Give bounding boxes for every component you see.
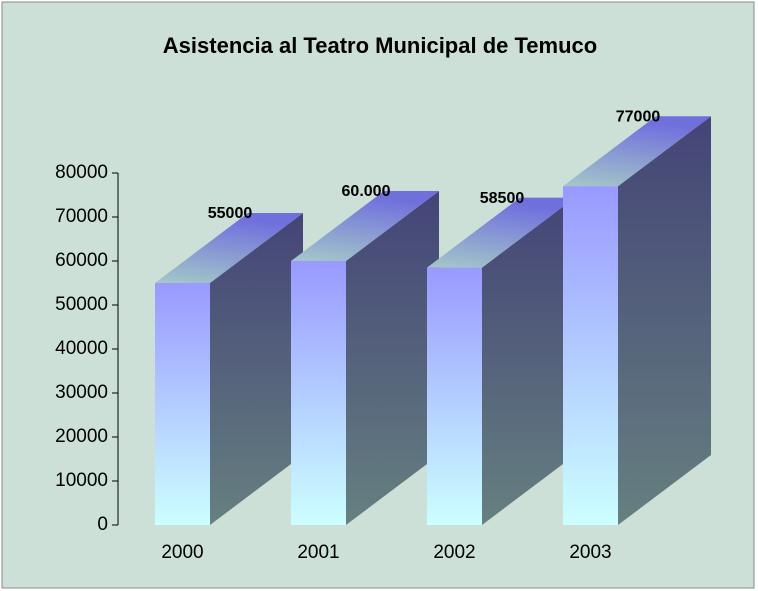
y-tick-label: 10000 — [55, 470, 108, 491]
data-label: 55000 — [208, 205, 253, 222]
bar-side — [482, 197, 575, 525]
y-tick-label: 20000 — [55, 426, 108, 447]
x-tick-label: 2001 — [297, 542, 339, 563]
bar-front — [291, 261, 346, 525]
x-tick-label: 2003 — [569, 542, 611, 563]
x-tick-label: 2002 — [433, 542, 475, 563]
y-tick-label: 80000 — [55, 162, 108, 183]
y-tick-label: 30000 — [55, 382, 108, 403]
y-tick-label: 70000 — [55, 206, 108, 227]
bar-front — [563, 186, 618, 525]
x-tick-label: 2000 — [161, 542, 203, 563]
y-tick-label: 0 — [97, 514, 108, 535]
bar-top — [563, 116, 711, 187]
bar-front — [427, 267, 482, 525]
y-tick-label: 50000 — [55, 294, 108, 315]
data-label: 58500 — [480, 190, 525, 207]
bar-top — [291, 191, 439, 261]
bar-side — [210, 213, 303, 525]
bar-top — [427, 197, 575, 268]
bar-side — [346, 191, 439, 525]
data-label: 60.000 — [342, 183, 391, 200]
bar-side — [618, 116, 711, 525]
y-tick-label: 40000 — [55, 338, 108, 359]
bar-front — [155, 283, 210, 525]
bar-top — [155, 213, 303, 283]
chart-title: Asistencia al Teatro Municipal de Temuco — [163, 33, 597, 58]
y-tick-label: 60000 — [55, 250, 108, 271]
data-label: 77000 — [616, 108, 661, 125]
